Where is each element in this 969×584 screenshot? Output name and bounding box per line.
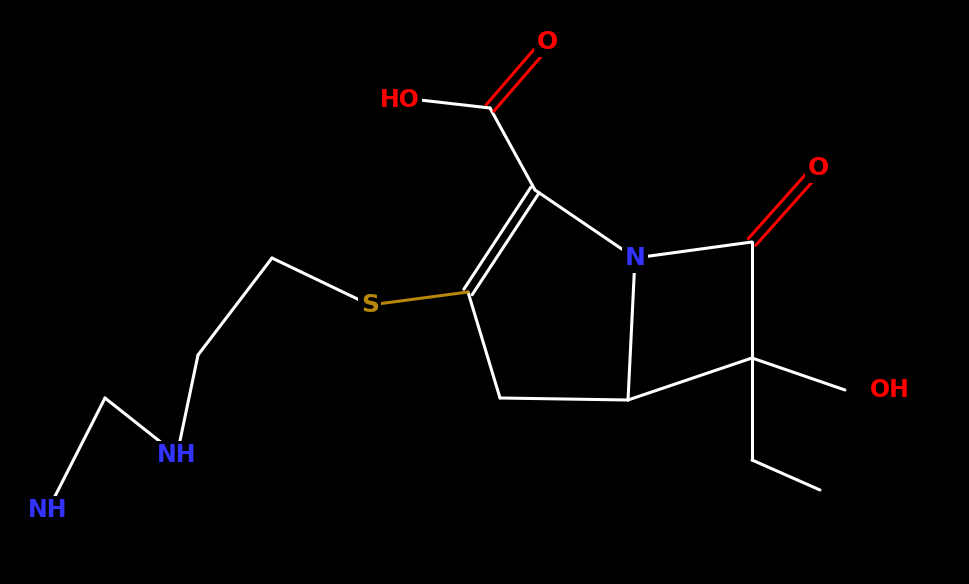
Text: O: O — [806, 156, 828, 180]
Text: S: S — [360, 293, 379, 317]
Text: OH: OH — [869, 378, 909, 402]
Text: N: N — [624, 246, 644, 270]
Text: NH: NH — [157, 443, 197, 467]
Text: HO: HO — [380, 88, 420, 112]
Text: O: O — [536, 30, 557, 54]
Text: NH: NH — [28, 498, 68, 522]
